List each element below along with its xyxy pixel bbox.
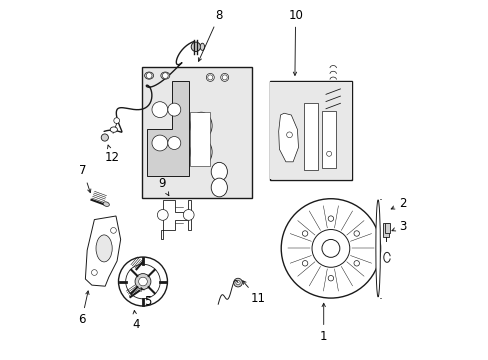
Circle shape [167,103,181,116]
Circle shape [311,230,349,267]
Text: 4: 4 [132,310,139,330]
Circle shape [286,132,292,138]
Bar [321,111,336,168]
Text: 5: 5 [141,288,151,308]
Polygon shape [85,216,121,286]
Bar [270,82,351,179]
Ellipse shape [375,200,380,297]
Ellipse shape [190,112,212,139]
Text: 9: 9 [158,177,168,195]
Ellipse shape [211,162,227,181]
Text: 7: 7 [80,165,91,193]
Ellipse shape [200,43,204,50]
Bar [190,112,210,166]
Bar [384,222,389,234]
Circle shape [157,210,168,220]
Ellipse shape [96,235,112,262]
Ellipse shape [211,178,227,197]
Circle shape [222,75,227,80]
Polygon shape [147,81,188,176]
Circle shape [139,277,147,286]
Circle shape [327,216,333,221]
Circle shape [162,73,168,78]
Text: 10: 10 [287,9,303,75]
Circle shape [146,73,152,78]
Circle shape [152,102,167,117]
Text: 2: 2 [390,197,406,210]
Circle shape [167,136,181,149]
Bar [382,222,388,238]
Bar [269,81,352,180]
Circle shape [91,270,97,275]
Circle shape [110,228,116,233]
Circle shape [114,118,120,123]
Ellipse shape [190,139,212,166]
Text: 8: 8 [198,9,223,61]
Text: 12: 12 [104,145,119,164]
Circle shape [281,199,380,298]
Ellipse shape [161,72,169,79]
Polygon shape [161,200,190,239]
Circle shape [125,264,160,299]
Circle shape [183,210,194,220]
Circle shape [353,261,359,266]
Ellipse shape [144,72,153,79]
Circle shape [118,257,167,306]
Text: 11: 11 [242,281,265,305]
Circle shape [135,274,151,289]
Circle shape [326,151,331,156]
Circle shape [152,135,167,151]
Circle shape [327,275,333,281]
Circle shape [321,239,339,257]
Circle shape [302,261,307,266]
Ellipse shape [220,73,228,81]
Circle shape [233,278,242,287]
Text: 3: 3 [391,220,406,233]
Circle shape [353,231,359,236]
Circle shape [191,42,200,51]
Circle shape [207,75,212,80]
Ellipse shape [206,73,214,81]
Ellipse shape [110,127,117,132]
Circle shape [302,231,307,236]
Text: 6: 6 [78,291,89,326]
Bar [303,103,318,170]
Ellipse shape [103,202,109,206]
Text: 1: 1 [319,303,327,343]
Bar [142,67,251,198]
Circle shape [101,134,108,141]
Circle shape [235,280,240,285]
Polygon shape [278,113,298,162]
